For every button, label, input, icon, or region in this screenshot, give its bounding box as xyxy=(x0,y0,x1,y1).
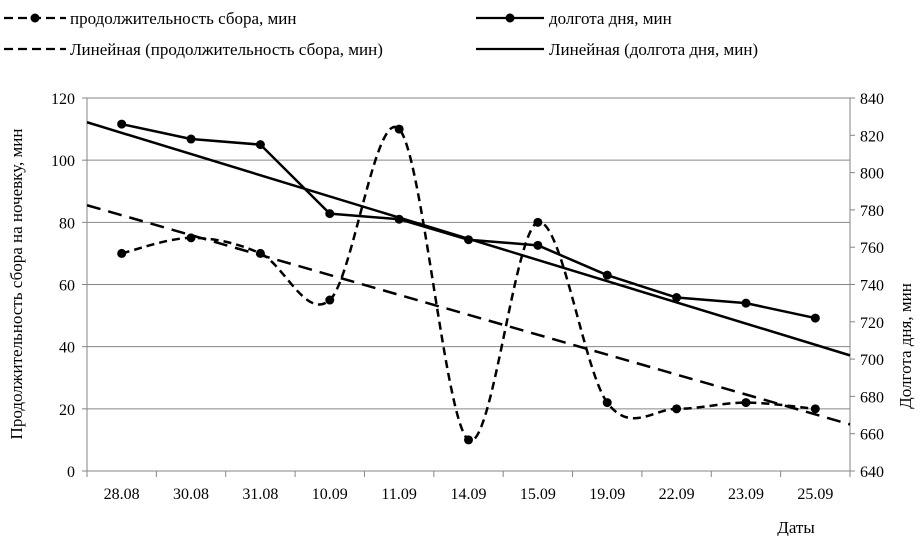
x-tick-label: 31.08 xyxy=(242,486,278,503)
duration-point xyxy=(394,124,404,134)
y2-axis-title: Долгота дня, мин xyxy=(896,283,915,409)
y-tick-label: 100 xyxy=(51,153,75,170)
duration-point xyxy=(325,295,335,305)
daylength-point xyxy=(186,134,196,144)
y-tick-label: 20 xyxy=(59,402,75,419)
y2-tick-label: 660 xyxy=(860,427,884,444)
y2-tick-label: 800 xyxy=(860,166,884,183)
y2-tick-label: 820 xyxy=(860,128,884,145)
y-tick-label: 60 xyxy=(59,278,75,295)
duration-point xyxy=(741,398,751,408)
x-axis-ticks: 28.08 30.08 31.08 10.09 11.09 14.09 15.09 19.09… xyxy=(86,471,851,503)
series-line-duration xyxy=(121,125,816,442)
y-tick-label: 0 xyxy=(67,464,75,481)
legend-label-duration: продолжительность сбора, мин xyxy=(70,9,296,28)
duration-point xyxy=(533,217,543,227)
x-tick-label: 14.09 xyxy=(451,486,487,503)
duration-point xyxy=(810,404,820,414)
daylength-point xyxy=(394,214,404,224)
y2-tick-label: 640 xyxy=(860,464,884,481)
x-tick-label: 28.08 xyxy=(104,486,140,503)
y2-tick-label: 720 xyxy=(860,315,884,332)
grid xyxy=(87,97,850,410)
legend-marker-duration xyxy=(30,13,40,23)
daylength-point xyxy=(810,313,820,323)
y-tick-label: 40 xyxy=(59,340,75,357)
x-tick-label: 25.09 xyxy=(797,486,833,503)
y2-tick-label: 740 xyxy=(860,278,884,295)
x-tick-label: 11.09 xyxy=(381,486,416,503)
x-tick-label: 23.09 xyxy=(728,486,764,503)
y2-tick-label: 700 xyxy=(860,352,884,369)
y2-tick-label: 680 xyxy=(860,389,884,406)
daylength-point xyxy=(325,209,335,219)
duration-point xyxy=(602,398,612,408)
daylength-point xyxy=(533,240,543,250)
x-axis-title: Даты xyxy=(777,518,815,536)
daylength-point xyxy=(672,293,682,303)
y-axis-title: Продолжительность сбора на ночевку, мин xyxy=(7,129,26,440)
series-lines xyxy=(121,122,816,442)
series-markers xyxy=(117,119,820,445)
right-axis-ticks: 640 660 680 700 720 740 760 780 800 820 840 xyxy=(850,91,884,481)
x-tick-label: 19.09 xyxy=(589,486,625,503)
duration-point xyxy=(117,248,127,258)
legend-marker-daylength xyxy=(505,13,515,23)
x-tick-label: 15.09 xyxy=(520,486,556,503)
duration-point xyxy=(672,404,682,414)
legend-label-duration-trend: Линейная (продолжительность сбора, мин) xyxy=(70,40,383,59)
daylength-point xyxy=(602,270,612,280)
daylength-point xyxy=(117,119,127,129)
y-tick-label: 80 xyxy=(59,215,75,232)
daylength-point xyxy=(255,140,265,150)
daylength-point xyxy=(464,235,473,245)
y2-tick-label: 760 xyxy=(860,240,884,257)
y2-tick-label: 840 xyxy=(860,91,884,108)
trendlines xyxy=(86,121,851,426)
trendline-duration xyxy=(86,204,851,426)
x-tick-label: 10.09 xyxy=(312,486,348,503)
legend-label-daylength-trend: Линейная (долгота дня, мин) xyxy=(549,40,758,59)
duration-point xyxy=(186,233,196,243)
series-line-daylength xyxy=(121,122,816,320)
duration-point xyxy=(255,248,265,258)
legend-label-daylength: долгота дня, мин xyxy=(549,9,672,28)
x-tick-label: 22.09 xyxy=(659,486,695,503)
daylength-point xyxy=(741,298,751,308)
duration-point xyxy=(464,435,473,445)
y-tick-label: 120 xyxy=(51,91,75,108)
x-tick-label: 30.08 xyxy=(173,486,209,503)
y2-tick-label: 780 xyxy=(860,203,884,220)
left-axis-ticks: 0 20 40 60 80 100 120 xyxy=(51,91,87,481)
legend: продолжительность сбора, мин долгота дня… xyxy=(4,9,758,59)
